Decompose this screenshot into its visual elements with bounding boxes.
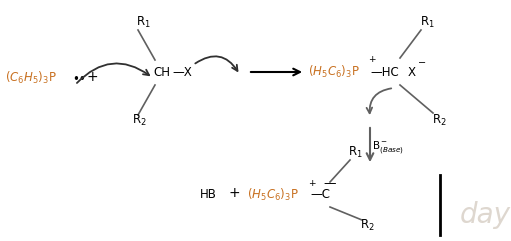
Text: —C: —C <box>310 188 330 201</box>
Text: R$_2$: R$_2$ <box>360 217 375 233</box>
Text: —X: —X <box>172 66 192 79</box>
Text: CH: CH <box>153 66 170 79</box>
Text: —: — <box>323 178 336 190</box>
Text: R$_1$: R$_1$ <box>420 14 435 30</box>
Text: +: + <box>86 70 98 84</box>
Text: +: + <box>228 186 240 200</box>
Text: +: + <box>308 179 315 187</box>
Text: R$_2$: R$_2$ <box>132 113 147 127</box>
Text: HB: HB <box>200 188 217 201</box>
Text: ••: •• <box>72 73 86 86</box>
Text: R$_1$: R$_1$ <box>348 144 363 160</box>
Text: +: + <box>368 55 376 65</box>
Text: −: − <box>418 58 426 68</box>
Text: $(H_5C_6)_3$P: $(H_5C_6)_3$P <box>247 187 299 203</box>
Text: day: day <box>460 201 511 229</box>
Text: $(H_5C_6)_3$P: $(H_5C_6)_3$P <box>308 64 360 80</box>
Text: $(C_6H_5)_3$P: $(C_6H_5)_3$P <box>5 70 57 86</box>
Text: B$^-_{(Base)}$: B$^-_{(Base)}$ <box>372 140 404 156</box>
Text: R$_2$: R$_2$ <box>432 113 447 127</box>
Text: X: X <box>408 66 416 79</box>
Text: R$_1$: R$_1$ <box>136 14 151 30</box>
Text: —HC: —HC <box>370 66 399 79</box>
